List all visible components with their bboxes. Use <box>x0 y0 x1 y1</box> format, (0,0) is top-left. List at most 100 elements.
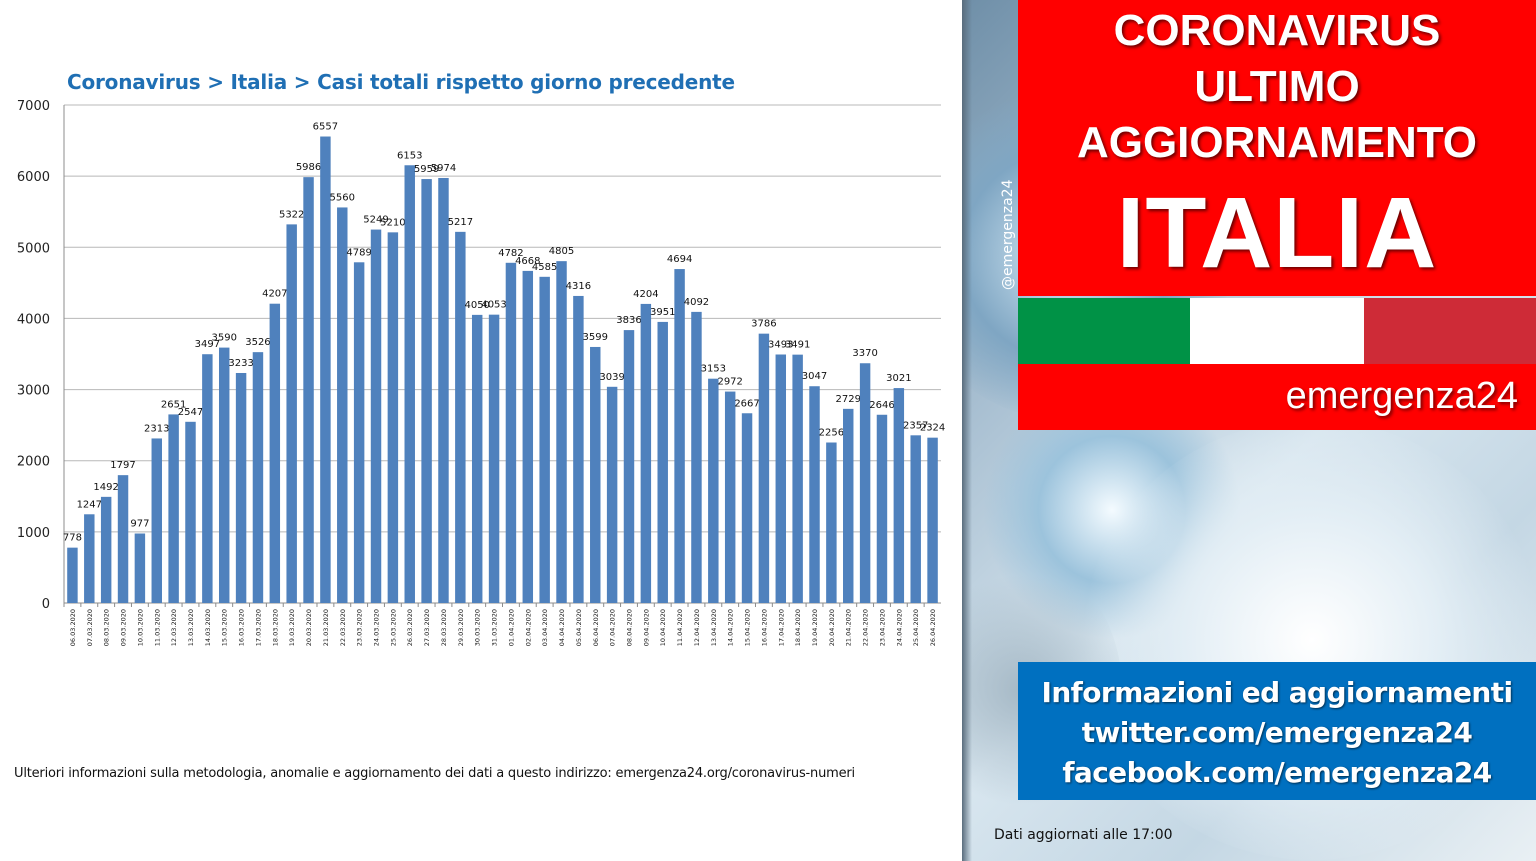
data-label: 977 <box>130 518 149 529</box>
bar <box>775 354 787 603</box>
x-tick-label: 30.03.2020 <box>474 609 482 646</box>
data-label: 2256 <box>819 428 844 439</box>
bar <box>387 232 399 604</box>
bar <box>202 354 213 603</box>
data-label: 1492 <box>93 482 118 493</box>
x-tick-label: 25.03.2020 <box>389 609 397 646</box>
data-label: 5986 <box>296 162 321 173</box>
data-label: 2972 <box>717 377 742 388</box>
x-tick-label: 09.03.2020 <box>120 609 128 646</box>
bar <box>792 354 803 603</box>
bar <box>404 165 415 603</box>
data-label: 3047 <box>802 371 827 382</box>
y-tick-label: 4000 <box>17 312 50 327</box>
y-tick-label: 1000 <box>17 526 50 541</box>
data-label: 3590 <box>211 333 236 344</box>
data-label: 3497 <box>195 339 220 350</box>
data-label: 778 <box>63 533 82 544</box>
facebook-link[interactable]: facebook.com/emergenza24 <box>1062 756 1492 789</box>
headline-line-2: ULTIMO <box>1194 62 1360 111</box>
chart-title: Coronavirus > Italia > Casi totali rispe… <box>67 70 735 94</box>
data-label: 3599 <box>583 332 608 343</box>
x-tick-label: 21.04.2020 <box>845 609 853 646</box>
x-tick-label: 17.04.2020 <box>777 609 785 646</box>
x-tick-label: 22.04.2020 <box>862 609 870 646</box>
bar <box>758 333 770 603</box>
x-tick-label: 24.04.2020 <box>895 609 903 646</box>
x-tick-label: 06.03.2020 <box>69 609 77 646</box>
bar <box>859 363 871 603</box>
data-label: 5217 <box>448 217 473 228</box>
data-label: 2729 <box>836 394 861 405</box>
data-label: 4805 <box>549 246 574 257</box>
x-tick-label: 17.03.2020 <box>254 609 262 646</box>
bar <box>168 414 179 603</box>
chart-area: Coronavirus > Italia > Casi totali rispe… <box>14 70 946 781</box>
data-label: 2651 <box>161 399 186 410</box>
data-label: 4092 <box>684 297 709 308</box>
data-label: 3951 <box>650 307 675 318</box>
x-tick-label: 12.03.2020 <box>170 609 178 646</box>
data-label: 4585 <box>532 262 557 273</box>
x-tick-label: 09.04.2020 <box>642 609 650 646</box>
data-label: 3370 <box>852 348 877 359</box>
x-tick-label: 08.03.2020 <box>103 609 111 646</box>
bar <box>488 314 500 603</box>
bar <box>84 514 95 603</box>
data-label: 6153 <box>397 150 422 161</box>
data-label: 1247 <box>77 499 102 510</box>
bar <box>320 136 331 603</box>
x-tick-label: 15.03.2020 <box>221 609 229 646</box>
twitter-link[interactable]: twitter.com/emergenza24 <box>1081 716 1473 749</box>
bar <box>640 303 652 603</box>
data-label: 5210 <box>380 217 405 228</box>
data-label: 3493 <box>768 339 793 350</box>
bar <box>303 177 314 603</box>
bar <box>809 386 820 603</box>
headline-box: CORONAVIRUS ULTIMO AGGIORNAMENTO ITALIA <box>1018 0 1536 296</box>
data-label: 4207 <box>262 289 287 300</box>
brand-name: emergenza24 <box>1285 375 1518 417</box>
data-label: 5974 <box>431 163 456 174</box>
bar <box>286 224 297 603</box>
x-tick-label: 27.03.2020 <box>423 609 431 646</box>
x-tick-label: 13.03.2020 <box>187 609 195 646</box>
x-tick-label: 10.03.2020 <box>136 609 144 646</box>
bar <box>505 262 517 603</box>
data-label: 2313 <box>144 423 169 434</box>
bar <box>522 270 534 603</box>
data-label: 2667 <box>734 398 759 409</box>
bar-chart: 0 1000 2000 3000 4000 5000 6000 7000 778 06.03.20… <box>17 99 945 646</box>
data-label: 1797 <box>110 460 135 471</box>
x-tick-label: 16.03.2020 <box>238 609 246 646</box>
y-tick-label: 7000 <box>17 99 50 114</box>
x-tick-label: 07.04.2020 <box>609 609 617 646</box>
bar <box>893 388 905 603</box>
x-tick-label: 13.04.2020 <box>710 609 718 646</box>
bar <box>927 437 938 603</box>
bar <box>269 303 281 603</box>
data-label: 3836 <box>616 315 641 326</box>
panel-edge-shade <box>962 0 972 861</box>
x-tick-label: 14.03.2020 <box>204 609 212 646</box>
x-tick-label: 06.04.2020 <box>592 609 600 646</box>
x-tick-label: 04.04.2020 <box>558 609 566 646</box>
bar <box>421 179 432 604</box>
bar <box>623 330 635 603</box>
x-tick-label: 14.04.2020 <box>727 609 735 646</box>
bar <box>337 207 348 603</box>
x-tick-label: 15.04.2020 <box>744 609 752 646</box>
y-tick-label: 0 <box>42 597 50 612</box>
update-time: Dati aggiornati alle 17:00 <box>994 827 1173 843</box>
data-label: 3233 <box>228 358 253 369</box>
x-tick-label: 02.04.2020 <box>524 609 532 646</box>
x-tick-label: 16.04.2020 <box>760 609 768 646</box>
bar <box>117 475 129 603</box>
data-label: 3021 <box>886 373 911 384</box>
x-tick-label: 10.04.2020 <box>659 609 667 646</box>
data-label: 4789 <box>346 247 371 258</box>
bar <box>876 414 888 603</box>
x-tick-label: 08.04.2020 <box>625 609 633 646</box>
twitter-handle: @emergenza24 <box>1000 179 1016 291</box>
bar <box>235 372 247 603</box>
